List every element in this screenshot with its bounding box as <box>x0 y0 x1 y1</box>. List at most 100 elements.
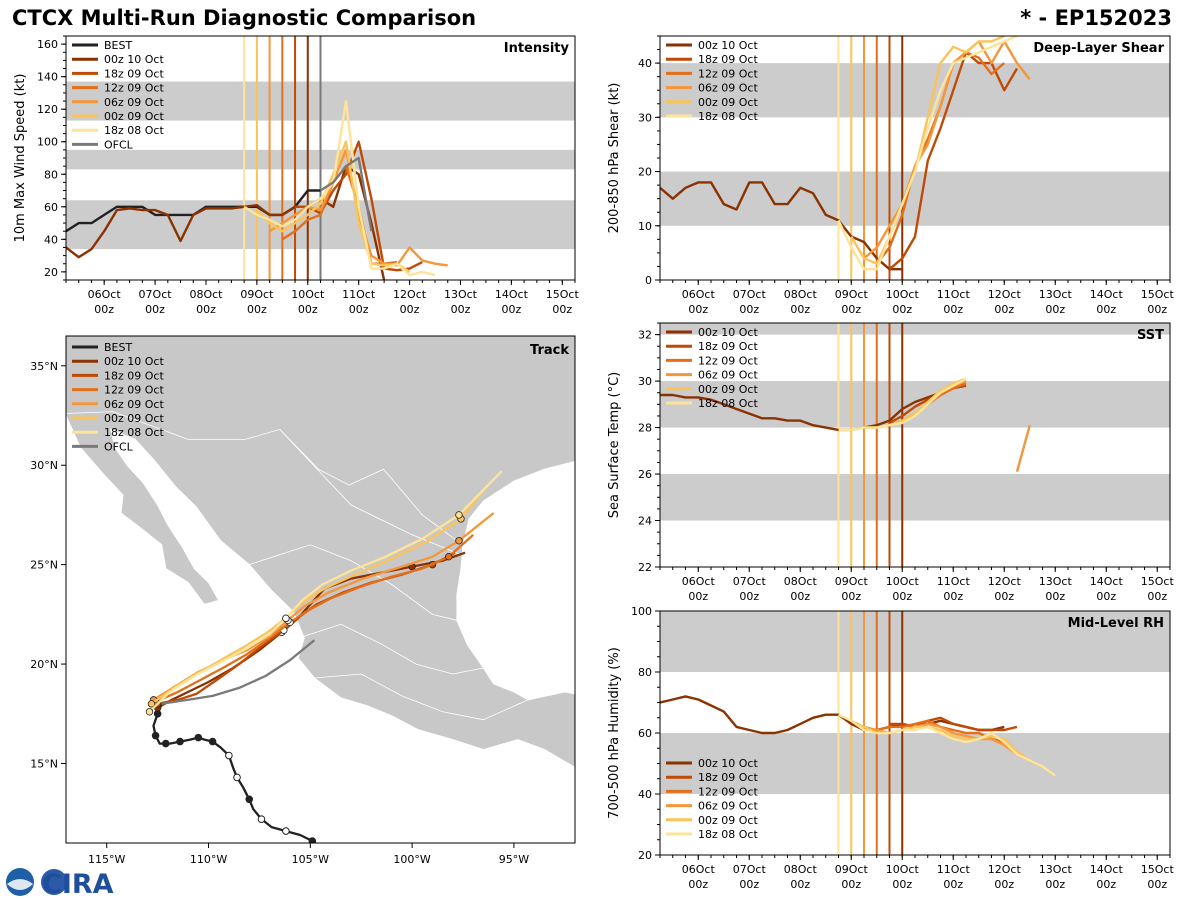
xtick-label: 00z <box>400 303 420 316</box>
ytick-label: 26 <box>638 468 652 481</box>
series-00z-09-Oct <box>256 140 411 273</box>
legend-label: 00z 09 Oct <box>698 383 758 396</box>
xtick-label: 06Oct <box>682 575 716 588</box>
legend-label: 18z 09 Oct <box>104 369 164 382</box>
xtick-label: 12Oct <box>988 288 1022 301</box>
band-0 <box>660 474 1170 521</box>
xtick-label: 00z <box>841 590 861 603</box>
xtick-label: 14Oct <box>1090 575 1124 588</box>
xtick-label: 00z <box>790 303 810 316</box>
panel-title-shear: Deep-Layer Shear <box>1033 41 1164 56</box>
ytick-label: 35°N <box>30 360 58 373</box>
xtick-label: 00z <box>1096 878 1116 891</box>
xtick-label: 09Oct <box>240 288 274 301</box>
xtick-label: 12Oct <box>988 575 1022 588</box>
legend-label: 18z 08 Oct <box>698 397 758 410</box>
state-border <box>314 673 529 721</box>
legend-label: 12z 09 Oct <box>698 67 758 80</box>
xtick-label: 07Oct <box>733 863 767 876</box>
series-18z-08-Oct <box>837 36 1018 271</box>
ylabel-rh: 700-500 hPa Humidity (%) <box>607 647 622 819</box>
xtick-label: 00z <box>1147 878 1167 891</box>
panel-title-intensity: Intensity <box>504 41 570 56</box>
xtick-label: 00z <box>1045 303 1065 316</box>
track-point <box>194 733 203 742</box>
panel-sst: 22 24 26 28 30 32 06Oct 00z 07Oct 00z 08Oct 00z 09Oc… <box>607 322 1175 603</box>
ytick-label: 24 <box>638 515 652 528</box>
legend-label: 06z 09 Oct <box>104 96 164 109</box>
track-point <box>161 739 170 748</box>
xtick-label: 09Oct <box>835 575 869 588</box>
track-point <box>257 815 266 823</box>
xtick-label: 00z <box>145 303 165 316</box>
ytick-label: 0 <box>645 274 652 287</box>
legend-label: 00z 09 Oct <box>104 110 164 123</box>
legend-label: 00z 09 Oct <box>104 412 164 425</box>
xtick-label: 00z <box>994 590 1014 603</box>
panel-shear: 0 10 20 30 40 06Oct 00z 07Oct 00z 08Oct 00z 09Oct 00… <box>607 35 1175 316</box>
series-00z-10-Oct <box>660 695 1005 735</box>
xtick-label: 00z <box>892 878 912 891</box>
track-point <box>282 827 290 835</box>
state-border <box>66 411 466 548</box>
xtick-label: 00z <box>1147 303 1167 316</box>
cira-logo: CIRA <box>6 868 114 898</box>
legend-label: BEST <box>104 39 132 52</box>
ytick-label: 30 <box>638 111 652 124</box>
xtick-label: 00z <box>841 303 861 316</box>
xtick-label: 00z <box>739 303 759 316</box>
ytick-label: 80 <box>44 168 58 181</box>
xtick-label: 11Oct <box>937 863 971 876</box>
xtick-label: 09Oct <box>835 863 869 876</box>
ytick-label: 60 <box>44 201 58 214</box>
xtick-label: 11Oct <box>937 288 971 301</box>
xtick-label: 00z <box>196 303 216 316</box>
track-point <box>282 614 290 623</box>
xtick-label: 11Oct <box>937 575 971 588</box>
plot-area-rh <box>660 611 1170 855</box>
map-area <box>66 336 575 843</box>
track-point <box>147 700 156 708</box>
xtick-label: 15Oct <box>1141 288 1175 301</box>
legend-label: 18z 09 Oct <box>698 53 758 66</box>
xtick-label: 00z <box>451 303 471 316</box>
legend-label: 00z 10 Oct <box>104 355 164 368</box>
xtick-label: 100°W <box>393 853 430 866</box>
panel-title-track: Track <box>530 343 569 358</box>
xtick-label: 00z <box>501 303 521 316</box>
xtick-label: 00z <box>552 303 572 316</box>
figure-title: CTCX Multi-Run Diagnostic Comparison <box>12 6 477 30</box>
track-point <box>225 751 233 760</box>
ytick-label: 40 <box>638 57 652 70</box>
series-00z-10-Oct <box>66 164 386 280</box>
track-point <box>145 708 154 716</box>
xtick-label: 12Oct <box>393 288 427 301</box>
xtick-label: 11Oct <box>342 288 376 301</box>
state-border <box>297 623 484 675</box>
xtick-label: 00z <box>790 878 810 891</box>
xtick-label: 115°W <box>88 853 125 866</box>
xtick-label: 15Oct <box>1141 863 1175 876</box>
xtick-label: 00z <box>1147 590 1167 603</box>
ytick-label: 30°N <box>30 459 58 472</box>
xtick-label: 00z <box>1096 590 1116 603</box>
axes-frame <box>65 335 576 844</box>
legend-label: 12z 09 Oct <box>104 82 164 95</box>
ytick-label: 160 <box>37 38 58 51</box>
panel-title-rh: Mid-Level RH <box>1068 616 1164 631</box>
xtick-label: 06Oct <box>682 288 716 301</box>
series-06z-09-Oct <box>863 40 1031 260</box>
xtick-label: 10Oct <box>886 288 920 301</box>
xtick-label: 15Oct <box>1141 575 1175 588</box>
xtick-label: 95°W <box>499 853 529 866</box>
band-1 <box>660 611 1170 672</box>
xtick-label: 06Oct <box>682 863 716 876</box>
track-point <box>151 731 160 740</box>
legend-label: 18z 08 Oct <box>104 124 164 137</box>
legend-label: 06z 09 Oct <box>104 398 164 411</box>
xtick-label: 06Oct <box>88 288 122 301</box>
track-point <box>208 737 217 746</box>
xtick-label: 00z <box>1045 590 1065 603</box>
ylabel-sst: Sea Surface Temp (°C) <box>607 372 622 519</box>
